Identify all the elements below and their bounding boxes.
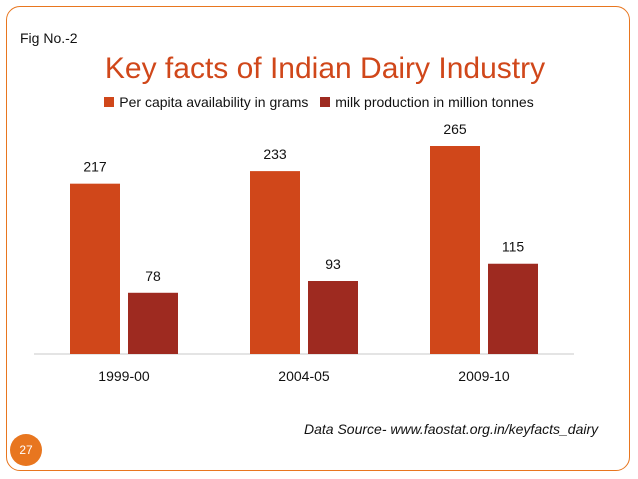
chart-title: Key facts of Indian Dairy Industry (104, 52, 546, 85)
legend-item-per-capita: Per capita availability in grams (104, 94, 308, 110)
data-label-per-capita-1999-00: 217 (83, 159, 107, 175)
data-label-per-capita-2009-10: 265 (443, 121, 467, 137)
bar-per-capita-2009-10 (430, 146, 480, 354)
bar-per-capita-1999-00 (70, 183, 120, 354)
x-tick-label-2004-05: 2004-05 (278, 368, 330, 384)
data-source-note: Data Source- www.faostat.org.in/keyfacts… (304, 421, 599, 437)
chart-legend: Per capita availability in grams milk pr… (0, 94, 638, 110)
legend-swatch-per-capita (104, 97, 115, 107)
figure-label: Fig No.-2 (20, 30, 78, 46)
bar-milk-production-2009-10 (488, 263, 538, 354)
legend-label-milk-production: milk production in million tonnes (335, 94, 534, 110)
data-label-per-capita-2004-05: 233 (263, 146, 287, 162)
legend-label-per-capita: Per capita availability in grams (119, 94, 309, 110)
data-label-milk-production-2009-10: 115 (502, 239, 525, 255)
x-tick-label-1999-00: 1999-00 (98, 368, 150, 384)
legend-swatch-milk-production (320, 97, 331, 107)
page-number-badge: 27 (10, 434, 42, 466)
data-label-milk-production-1999-00: 78 (145, 268, 161, 284)
bar-per-capita-2004-05 (250, 171, 300, 354)
data-label-milk-production-2004-05: 93 (325, 256, 341, 272)
slide-frame (6, 6, 630, 471)
x-tick-label-2009-10: 2009-10 (458, 368, 510, 384)
legend-item-milk-production: milk production in million tonnes (320, 94, 534, 110)
bar-milk-production-1999-00 (128, 292, 178, 354)
bar-milk-production-2004-05 (308, 281, 358, 354)
